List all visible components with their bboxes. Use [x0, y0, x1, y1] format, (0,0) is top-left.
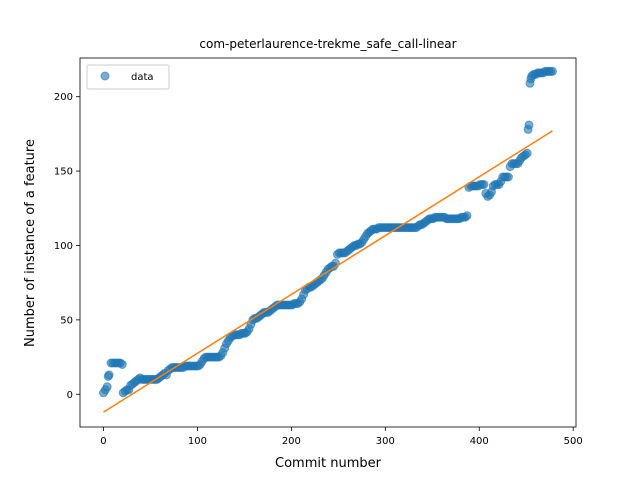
data-point	[548, 66, 557, 76]
y-tick-label: 0	[67, 390, 73, 401]
data-point	[104, 370, 114, 380]
y-axis-ticks: 0 50 100 150 200	[54, 92, 80, 401]
fit-line	[103, 130, 553, 413]
y-tick-label: 50	[60, 315, 73, 326]
plot-frame	[80, 58, 576, 427]
chart-title: com-peterlaurence-trekme_safe_call-linea…	[199, 37, 456, 51]
x-tick-label: 0	[100, 436, 106, 447]
x-tick-label: 200	[282, 436, 301, 447]
data-point	[117, 360, 127, 369]
y-tick-label: 200	[54, 92, 73, 103]
x-axis-ticks: 0 100 200 300 400 500	[100, 427, 583, 447]
x-tick-label: 500	[564, 436, 583, 447]
data-point	[462, 211, 472, 221]
data-point	[524, 120, 534, 130]
points-layer	[99, 66, 557, 398]
y-tick-label: 150	[54, 167, 73, 178]
x-tick-label: 100	[188, 436, 207, 447]
data-point	[522, 148, 532, 158]
legend-frame	[86, 64, 170, 90]
plot-area	[79, 57, 577, 428]
x-tick-label: 300	[376, 436, 395, 447]
data-point	[503, 172, 513, 182]
data-point	[479, 180, 489, 189]
x-tick-label: 400	[470, 436, 489, 447]
plot-border	[79, 57, 577, 428]
y-axis-label: Number of instance of a feature	[23, 139, 38, 347]
legend-label-data: data	[131, 72, 154, 83]
legend: data	[86, 64, 170, 90]
fit-layer	[103, 130, 553, 413]
legend-marker-data	[100, 71, 110, 81]
x-axis-label: Commit number	[275, 456, 382, 471]
y-tick-label: 100	[54, 241, 73, 252]
data-point	[102, 382, 112, 392]
